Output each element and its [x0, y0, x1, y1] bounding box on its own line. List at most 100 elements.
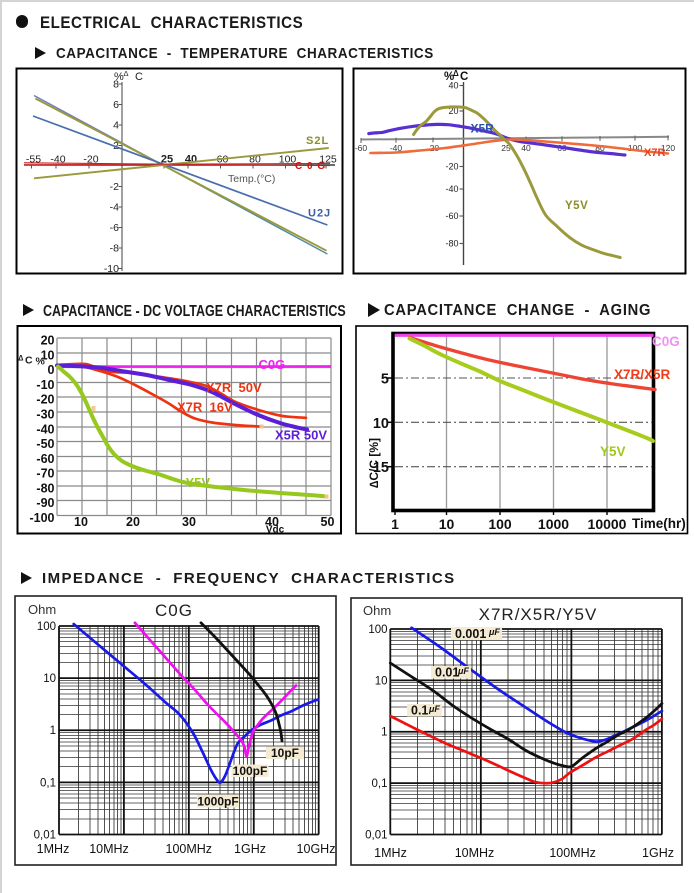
svg-text:80: 80	[595, 143, 605, 153]
svg-text:C0G: C0G	[155, 601, 193, 620]
svg-text:X5R: X5R	[471, 122, 495, 136]
svg-text:Vdc: Vdc	[266, 525, 285, 536]
svg-text:100: 100	[628, 143, 642, 153]
svg-text:0.001: 0.001	[455, 627, 486, 641]
svg-text:100pF: 100pF	[233, 764, 268, 778]
svg-text:1GHz: 1GHz	[642, 846, 674, 860]
svg-text:10: 10	[74, 515, 88, 529]
svg-text:5: 5	[381, 372, 389, 388]
svg-text:1GHz: 1GHz	[234, 842, 266, 856]
svg-text:-40: -40	[445, 184, 458, 194]
svg-text:-8: -8	[110, 243, 119, 255]
svg-text:10000: 10000	[588, 516, 627, 532]
svg-text:C 0 G: C 0 G	[295, 161, 326, 172]
svg-text:X7R 16V: X7R 16V	[177, 400, 233, 415]
svg-text:C: C	[135, 71, 143, 83]
svg-text:S2L: S2L	[306, 135, 329, 147]
svg-text:1000pF: 1000pF	[197, 794, 238, 808]
svg-text:40: 40	[448, 81, 458, 91]
svg-text:-40: -40	[36, 422, 54, 436]
svg-text:25: 25	[501, 143, 511, 153]
svg-text:1: 1	[50, 725, 56, 737]
svg-text:0.01: 0.01	[435, 666, 459, 680]
svg-text:Δ: Δ	[453, 69, 459, 78]
svg-text:Y5V: Y5V	[186, 475, 211, 490]
svg-text:10: 10	[375, 675, 388, 687]
svg-text:-20: -20	[36, 393, 54, 407]
svg-text:Y5V: Y5V	[600, 444, 626, 459]
svg-text:-10: -10	[36, 378, 54, 392]
svg-text:Ohm: Ohm	[28, 602, 56, 617]
svg-text:-4: -4	[110, 202, 119, 214]
svg-text:∆C/C [%]: ∆C/C [%]	[367, 438, 381, 488]
svg-text:Δ: Δ	[124, 69, 129, 78]
svg-text:1MHz: 1MHz	[374, 846, 407, 860]
svg-text:0,1: 0,1	[40, 777, 56, 789]
svg-text:20: 20	[126, 515, 140, 529]
svg-text:-2: -2	[110, 181, 119, 193]
svg-text:C0G: C0G	[652, 334, 680, 349]
svg-text:μF: μF	[488, 627, 500, 637]
svg-text:120: 120	[661, 143, 675, 153]
svg-text:Time(hr): Time(hr)	[632, 516, 686, 531]
svg-text:-100: -100	[29, 511, 54, 525]
svg-text:%: %	[36, 356, 46, 368]
svg-text:25: 25	[161, 154, 173, 166]
svg-text:0: 0	[48, 363, 55, 377]
svg-text:100: 100	[37, 621, 56, 633]
svg-text:∆: ∆	[19, 354, 24, 363]
svg-text:μF: μF	[457, 666, 469, 676]
svg-text:1MHz: 1MHz	[37, 842, 70, 856]
svg-text:100: 100	[279, 154, 297, 166]
svg-text:X7R 50V: X7R 50V	[206, 380, 262, 395]
svg-text:-50: -50	[36, 437, 54, 451]
svg-text:8: 8	[113, 79, 119, 91]
svg-text:125: 125	[319, 154, 337, 166]
svg-text:1000: 1000	[538, 516, 569, 532]
svg-text:30: 30	[182, 515, 196, 529]
svg-text:0,1: 0,1	[372, 778, 388, 790]
svg-text:4: 4	[113, 120, 119, 132]
svg-text:80: 80	[249, 154, 261, 166]
svg-text:100: 100	[368, 624, 387, 636]
svg-text:-30: -30	[36, 407, 54, 421]
svg-text:-60: -60	[445, 211, 458, 221]
svg-text:C: C	[460, 71, 468, 83]
svg-text:-20: -20	[83, 154, 98, 166]
svg-text:X7R: X7R	[644, 147, 665, 159]
svg-text:50: 50	[321, 515, 335, 529]
svg-text:10: 10	[373, 416, 389, 432]
svg-text:X7R/X5R/Y5V: X7R/X5R/Y5V	[479, 605, 598, 624]
svg-text:-70: -70	[36, 467, 54, 481]
svg-text:%: %	[444, 71, 454, 83]
svg-text:40: 40	[521, 143, 531, 153]
svg-text:10MHz: 10MHz	[455, 846, 495, 860]
svg-text:U2J: U2J	[308, 208, 331, 220]
svg-text:10MHz: 10MHz	[89, 842, 129, 856]
svg-text:-60: -60	[36, 452, 54, 466]
svg-text:0.1: 0.1	[411, 704, 428, 718]
svg-text:C0G: C0G	[259, 357, 286, 372]
svg-text:X5R 50V: X5R 50V	[275, 428, 327, 443]
svg-text:X7R/X5R: X7R/X5R	[614, 367, 671, 382]
svg-text:μF: μF	[428, 704, 440, 714]
svg-text:0,01: 0,01	[365, 830, 387, 842]
svg-text:20: 20	[448, 106, 458, 116]
svg-text:-80: -80	[36, 481, 54, 495]
svg-text:10GHz: 10GHz	[297, 842, 336, 856]
svg-text:Ohm: Ohm	[363, 603, 391, 618]
svg-text:-55: -55	[26, 154, 41, 166]
svg-text:100MHz: 100MHz	[549, 846, 596, 860]
svg-text:-90: -90	[36, 496, 54, 510]
svg-text:100MHz: 100MHz	[166, 842, 213, 856]
svg-text:Y5V: Y5V	[565, 200, 588, 212]
svg-text:10pF: 10pF	[271, 746, 299, 760]
svg-text:0,01: 0,01	[34, 830, 56, 842]
svg-text:10: 10	[439, 516, 455, 532]
svg-text:Temp.(°C): Temp.(°C)	[228, 173, 275, 185]
svg-text:40: 40	[265, 515, 279, 529]
svg-text:%: %	[114, 71, 124, 83]
svg-text:-10: -10	[104, 263, 119, 275]
svg-text:10: 10	[41, 348, 55, 362]
svg-text:15: 15	[373, 460, 389, 476]
